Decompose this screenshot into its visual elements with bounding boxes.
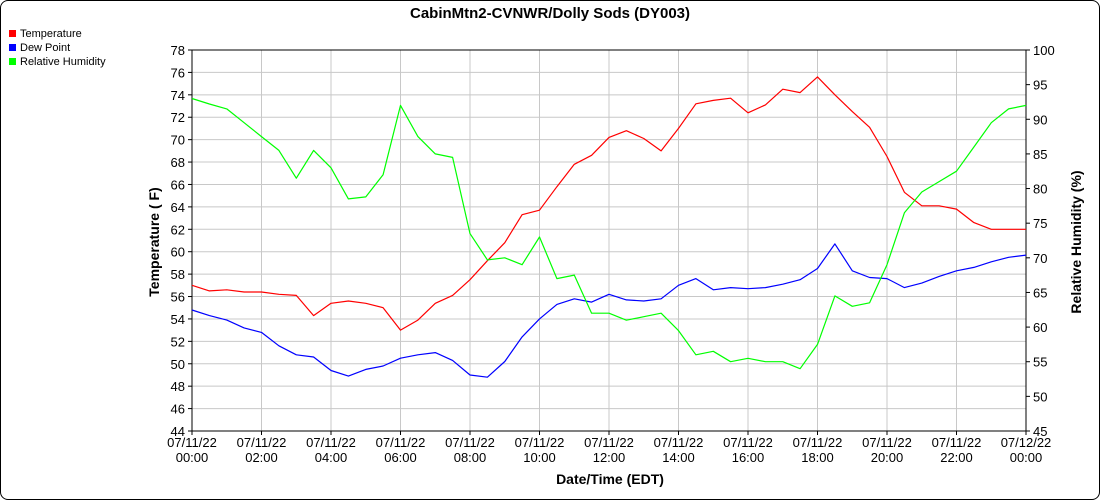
x-tick-label-date: 07/12/22 [1001, 435, 1052, 450]
y-tick-label-left: 50 [171, 357, 185, 372]
y-tick-label-right: 45 [1033, 424, 1047, 439]
y-tick-label-right: 60 [1033, 320, 1047, 335]
legend-swatch-temperature [9, 30, 16, 37]
x-tick-label-date: 07/11/22 [376, 435, 426, 450]
x-tick-label-time: 18:00 [801, 450, 834, 465]
x-tick-label-time: 04:00 [315, 450, 348, 465]
x-tick-label-date: 07/11/22 [445, 435, 495, 450]
legend-label-dew-point: Dew Point [20, 42, 70, 54]
y-tick-label-left: 70 [171, 133, 185, 148]
y-tick-label-right: 80 [1033, 182, 1047, 197]
y-tick-label-left: 62 [171, 222, 185, 237]
y-tick-label-right: 85 [1033, 147, 1047, 162]
legend-label-temperature: Temperature [20, 28, 82, 40]
series-line-relative-humidity [191, 97, 1027, 370]
y-tick-label-left: 60 [171, 245, 185, 260]
x-tick-label-time: 10:00 [523, 450, 556, 465]
x-tick-label-date: 07/11/22 [237, 435, 287, 450]
x-tick-label-time: 22:00 [940, 450, 973, 465]
series-line-temperature [191, 76, 1026, 331]
y-tick-label-right: 100 [1033, 43, 1055, 58]
x-tick-label-time: 00:00 [176, 450, 209, 465]
legend-item-relative-humidity[interactable]: Relative Humidity [9, 56, 106, 68]
x-tick-label-time: 12:00 [593, 450, 626, 465]
y-tick-label-left: 58 [171, 267, 185, 282]
legend-label-relative-humidity: Relative Humidity [20, 56, 106, 68]
axes: 44 46 48 50 52 54 56 58 60 62 64 66 68 70 72 74 76 78 45 50… [167, 43, 1055, 465]
legend-item-temperature[interactable]: Temperature [9, 28, 82, 40]
y-tick-label-left: 78 [171, 43, 185, 58]
y-tick-label-left: 56 [171, 290, 185, 305]
y-axis-title-right: Relative Humidity (%) [1068, 170, 1084, 313]
y-tick-label-left: 44 [171, 424, 185, 439]
x-tick-label-date: 07/11/22 [862, 435, 912, 450]
x-tick-label-date: 07/11/22 [793, 435, 843, 450]
x-tick-label-date: 07/11/22 [515, 435, 565, 450]
y-tick-label-left: 52 [171, 334, 185, 349]
x-tick-label-time: 06:00 [384, 450, 417, 465]
x-tick-label-date: 07/11/22 [306, 435, 356, 450]
legend-item-dew-point[interactable]: Dew Point [9, 42, 70, 54]
y-tick-label-right: 75 [1033, 216, 1047, 231]
y-tick-label-left: 48 [171, 379, 185, 394]
y-tick-label-right: 70 [1033, 251, 1047, 266]
series-layer [191, 76, 1027, 378]
y-tick-label-left: 64 [171, 200, 185, 215]
x-tick-label-time: 14:00 [662, 450, 695, 465]
x-axis-title: Date/Time (EDT) [556, 471, 664, 487]
grid [192, 50, 1026, 431]
legend-swatch-relative-humidity [9, 58, 16, 65]
x-tick-label-time: 00:00 [1010, 450, 1043, 465]
legend: Temperature Dew Point Relative Humidity [9, 28, 106, 68]
y-tick-label-right: 90 [1033, 112, 1047, 127]
y-tick-label-right: 95 [1033, 78, 1047, 93]
x-tick-label-time: 02:00 [245, 450, 278, 465]
y-tick-label-right: 50 [1033, 389, 1047, 404]
y-tick-label-right: 55 [1033, 355, 1047, 370]
y-tick-label-left: 72 [171, 110, 185, 125]
legend-swatch-dew-point [9, 44, 16, 51]
x-tick-label-date: 07/11/22 [932, 435, 982, 450]
y-tick-label-left: 46 [171, 402, 185, 417]
x-tick-label-date: 07/11/22 [584, 435, 634, 450]
y-tick-label-left: 54 [171, 312, 185, 327]
y-tick-label-left: 68 [171, 155, 185, 170]
x-tick-label-time: 08:00 [454, 450, 487, 465]
x-tick-label-time: 16:00 [732, 450, 765, 465]
y-tick-label-left: 74 [171, 88, 185, 103]
y-tick-label-right: 65 [1033, 285, 1047, 300]
x-tick-label-time: 20:00 [871, 450, 904, 465]
x-tick-label-date: 07/11/22 [723, 435, 773, 450]
x-tick-label-date: 07/11/22 [654, 435, 704, 450]
series-line-dew-point [191, 243, 1027, 378]
y-tick-label-left: 76 [171, 65, 185, 80]
y-tick-label-left: 66 [171, 177, 185, 192]
x-tick-label-date: 07/11/22 [167, 435, 217, 450]
y-axis-title-left: Temperature ( F) [146, 187, 162, 296]
chart-title: CabinMtn2-CVNWR/Dolly Sods (DY003) [410, 5, 690, 22]
